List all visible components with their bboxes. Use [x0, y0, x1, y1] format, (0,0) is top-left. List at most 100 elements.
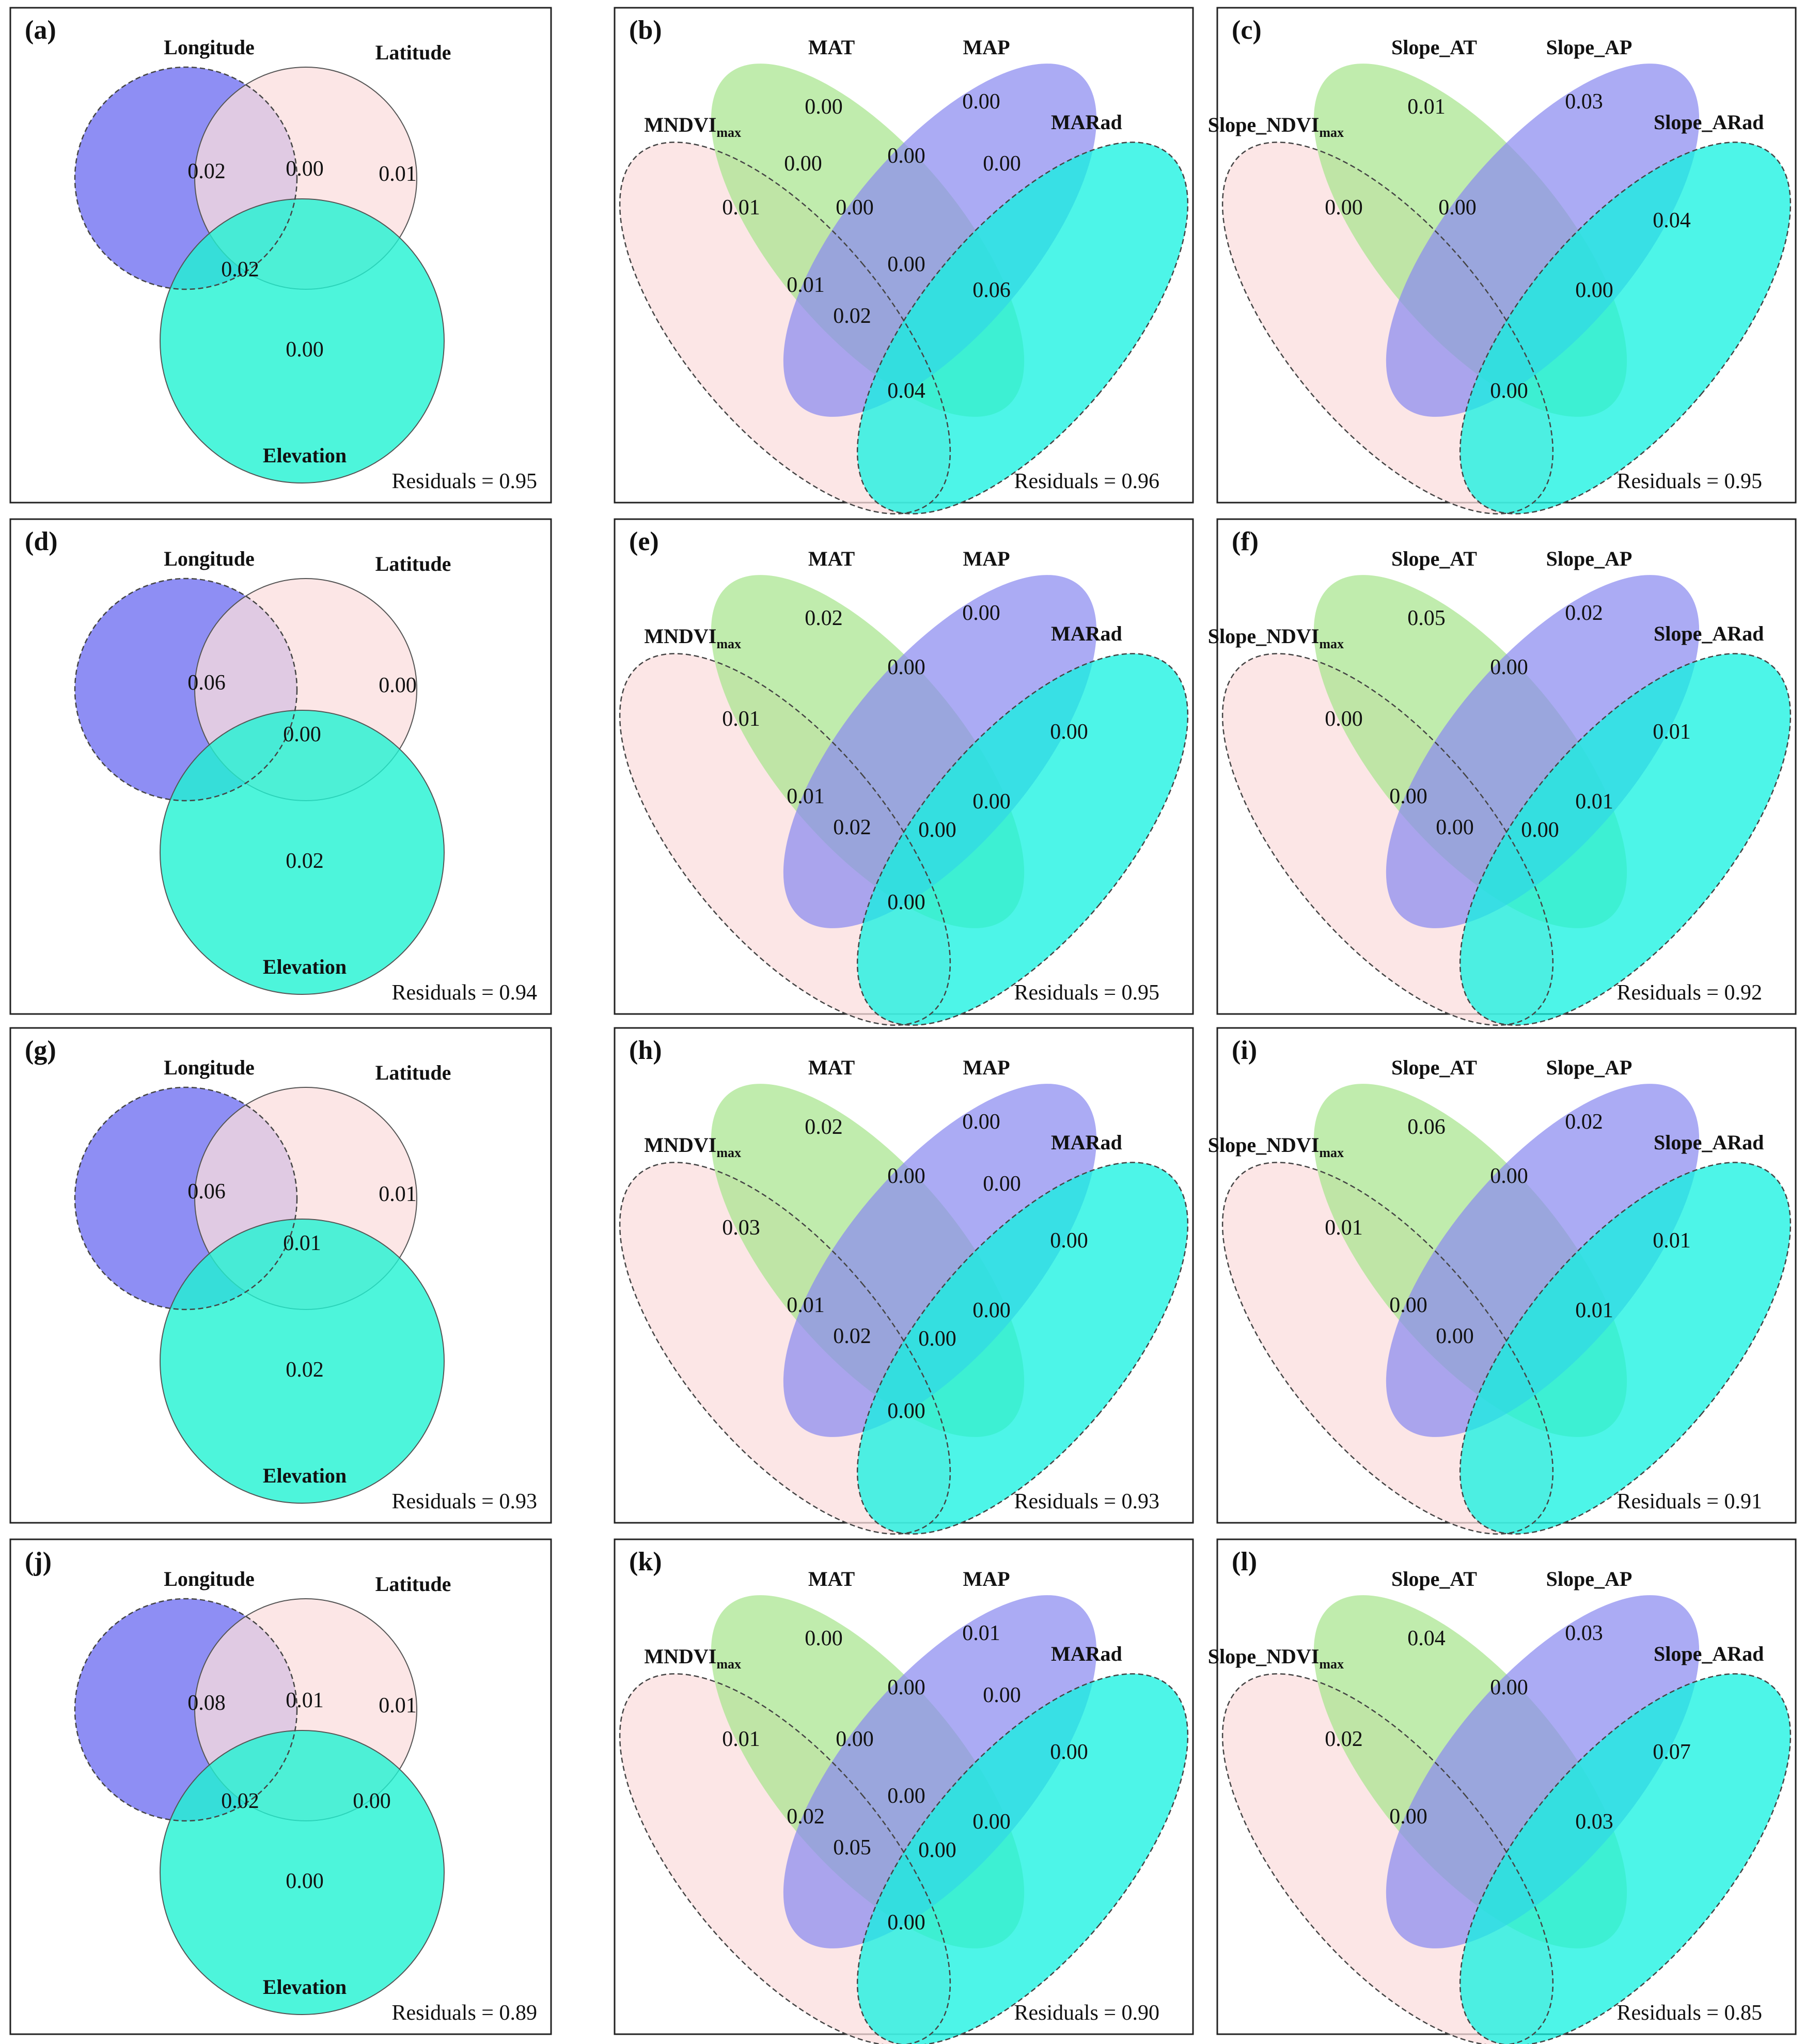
region-value-center: 0.00	[887, 253, 925, 276]
outline-longitude	[74, 66, 298, 290]
region-value-pink_green_cyan: 0.00	[1389, 1805, 1427, 1829]
region-value-ac: 0.02	[221, 1789, 259, 1813]
set-label-1: MNDVImax	[644, 1645, 741, 1672]
set-label-2: Slope_AT	[1391, 1567, 1477, 1590]
outline-longitude	[74, 1086, 298, 1310]
region-value-pink_cyan_low: 0.00	[1436, 1324, 1474, 1348]
panel-label: (f)	[1232, 527, 1259, 556]
region-value-pink: 0.01	[722, 1727, 760, 1751]
region-value-c_only: 0.00	[286, 1869, 324, 1893]
region-value-green_blue_cyan: 0.00	[972, 1299, 1011, 1322]
region-value-green_blue_cyan: 0.00	[1575, 278, 1613, 302]
region-value-pink_cyan: 0.00	[1490, 379, 1528, 403]
set-label-1-subscript: max	[1319, 1657, 1344, 1672]
residuals-label: Residuals = 0.85	[1616, 2001, 1762, 2025]
panel-j: Longitude Latitude Elevation 0.08 0.01 0.01 0.…	[9, 1538, 552, 2035]
region-value-b_only: 0.01	[379, 1694, 417, 1718]
region-value-pink_green_cyan: 0.01	[787, 1293, 825, 1317]
region-value-green_blue_cyan: 0.03	[1575, 1810, 1613, 1834]
region-value-b_only: 0.01	[379, 162, 417, 186]
residuals-label: Residuals = 0.93	[391, 1490, 537, 1514]
region-value-pink: 0.03	[722, 1216, 760, 1240]
region-value-pink_green_cyan: 0.00	[1389, 785, 1427, 808]
panel-label: (i)	[1232, 1036, 1257, 1065]
region-value-b_only: 0.01	[379, 1182, 417, 1206]
region-value-green_blue_cyan: 0.01	[1575, 790, 1613, 814]
region-value-pink_cyan_low: 0.02	[833, 816, 871, 839]
region-value-center_low: 0.00	[918, 818, 956, 842]
set-label-4: Slope_ARad	[1654, 622, 1764, 645]
region-value-green_blue: 0.00	[1490, 1164, 1528, 1188]
region-value-center_low: 0.00	[918, 1838, 956, 1862]
set-ellipse-3	[1386, 575, 1700, 928]
region-value-cyan: 0.07	[1653, 1740, 1691, 1764]
set-label-latitude: Latitude	[375, 41, 451, 64]
set-label-2: Slope_AT	[1391, 547, 1477, 570]
region-value-blue: 0.00	[962, 90, 1000, 114]
outline-ellipse-4	[1459, 1673, 1792, 2044]
set-label-4: Slope_ARad	[1654, 1642, 1764, 1665]
set-label-3: Slope_AP	[1546, 1567, 1633, 1590]
set-label-1-subscript: max	[1319, 636, 1344, 651]
residuals-label: Residuals = 0.96	[1014, 470, 1159, 493]
residuals-label: Residuals = 0.95	[1616, 470, 1762, 493]
region-value-center: 0.00	[887, 1784, 925, 1808]
set-circle-elevation	[160, 198, 445, 483]
outline-ellipse-4	[1459, 142, 1792, 514]
region-value-pink_cyan: 0.00	[887, 1399, 925, 1423]
panel-c: Slope_NDVImax Slope_AT Slope_AP Slope_ARad 0…	[1208, 7, 1797, 514]
set-label-1: Slope_NDVImax	[1208, 1645, 1344, 1672]
region-value-pink_green_cyan: 0.02	[787, 1805, 825, 1829]
panel-g: Longitude Latitude Elevation 0.06 0.01 0.01 0.…	[9, 1027, 552, 1524]
region-value-pink: 0.01	[722, 707, 760, 731]
region-value-bc: 0.00	[353, 1789, 391, 1813]
region-value-pink_green_cyan: 0.01	[787, 273, 825, 297]
set-label-2: MAT	[808, 1567, 855, 1590]
panel-label: (l)	[1232, 1547, 1257, 1577]
region-value-ab: 0.00	[286, 157, 324, 181]
set-ellipse-4	[857, 142, 1188, 514]
set-ellipse-3	[783, 575, 1097, 928]
region-value-pink: 0.00	[1325, 707, 1363, 731]
panel-frame	[9, 1027, 552, 1524]
residuals-label: Residuals = 0.89	[391, 2001, 537, 2025]
region-value-abc: 0.01	[283, 1231, 321, 1255]
panel-b: MNDVImax MAT MAP MARad 0.00 0.00 0.01 0.00 0.00 0…	[614, 7, 1194, 514]
panel-label: (a)	[25, 15, 56, 45]
set-ellipse-3	[1386, 1084, 1700, 1437]
region-value-green_blue: 0.00	[1490, 1676, 1528, 1699]
set-label-elevation: Elevation	[263, 444, 347, 467]
outline-ellipse-4	[856, 653, 1189, 1026]
region-value-green_blue_cyan: 0.00	[972, 1810, 1011, 1834]
region-value-green: 0.02	[805, 606, 843, 630]
set-label-latitude: Latitude	[375, 1061, 451, 1084]
set-ellipse-4	[1460, 1162, 1791, 1534]
outline-ellipse-1	[619, 1673, 951, 2044]
set-label-3: Slope_AP	[1546, 1056, 1633, 1079]
region-value-ab: 0.01	[286, 1689, 324, 1712]
set-label-2: MAT	[808, 547, 855, 570]
outline-ellipse-1	[619, 653, 951, 1026]
outline-ellipse-4	[1459, 653, 1792, 1026]
set-label-1-subscript: max	[716, 1657, 741, 1672]
region-value-green: 0.04	[1407, 1627, 1446, 1650]
set-label-elevation: Elevation	[263, 955, 347, 978]
set-label-1-subscript: max	[716, 125, 741, 140]
set-label-3: MAP	[963, 1567, 1010, 1590]
set-label-1: Slope_NDVImax	[1208, 113, 1344, 140]
region-value-blue_cyan: 0.00	[983, 152, 1021, 176]
region-value-pink_green_cyan: 0.00	[1389, 1293, 1427, 1317]
panel-frame	[9, 7, 552, 504]
set-label-4: MARad	[1051, 111, 1122, 134]
region-value-blue: 0.03	[1565, 1621, 1603, 1645]
set-ellipse-3	[783, 64, 1097, 417]
region-value-cyan: 0.00	[1050, 1229, 1088, 1253]
outline-ellipse-1	[1221, 1162, 1554, 1535]
set-label-2: Slope_AT	[1391, 1056, 1477, 1079]
panel-d: Longitude Latitude Elevation 0.06 0.00 0.00 0.…	[9, 518, 552, 1015]
region-value-blue: 0.00	[962, 1110, 1000, 1134]
set-label-2: MAT	[808, 36, 855, 59]
panel-label: (b)	[629, 15, 662, 45]
set-label-4: Slope_ARad	[1654, 1131, 1764, 1154]
